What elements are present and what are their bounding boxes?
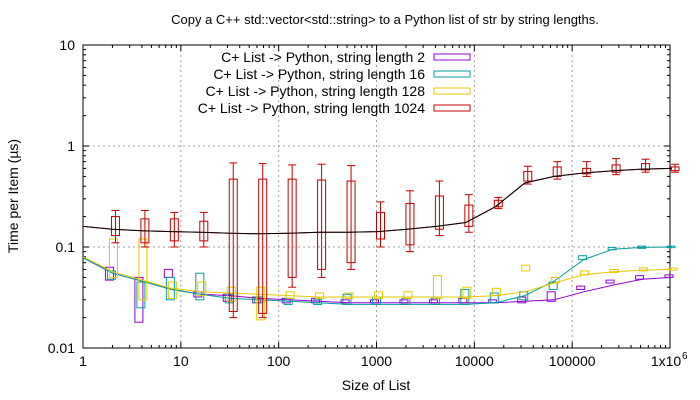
legend-label: C+ List -> Python, string length 16: [213, 66, 425, 82]
box: [635, 275, 645, 280]
box: [169, 218, 179, 242]
x-tick-exponent: 6: [682, 351, 688, 362]
legend-label: C+ List -> Python, string length 1024: [198, 100, 425, 116]
box: [136, 281, 146, 309]
box: [138, 238, 148, 301]
series-line: [82, 246, 673, 305]
box: [167, 281, 177, 299]
box: [434, 195, 444, 230]
box: [346, 180, 356, 264]
box: [462, 286, 472, 299]
legend-swatch: [433, 104, 471, 112]
box: [521, 264, 531, 272]
box: [523, 170, 533, 182]
series-line: [82, 167, 673, 235]
legend-swatch: [433, 53, 471, 61]
x-axis-label: Size of List: [342, 377, 411, 393]
box: [578, 255, 588, 261]
box: [639, 267, 649, 272]
box: [110, 216, 120, 236]
x-tick-label: 1000: [361, 353, 392, 369]
legend-swatch: [433, 70, 471, 78]
box: [489, 292, 499, 304]
mean-line-1024: [82, 167, 673, 235]
x-tick-label: 100000: [549, 353, 596, 369]
box: [199, 220, 209, 242]
series-line: [82, 256, 673, 304]
x-tick-label: 10000: [455, 353, 494, 369]
box: [458, 297, 468, 304]
series-layer: [82, 158, 680, 323]
box: [430, 297, 440, 305]
box: [403, 291, 413, 299]
y-tick-label: 10: [59, 37, 75, 53]
x-tick-label: 1x10: [651, 353, 682, 369]
box: [317, 179, 327, 270]
box: [641, 163, 651, 171]
box: [609, 268, 619, 273]
box: [197, 281, 207, 297]
series-3: [82, 238, 678, 321]
y-axis-label: Time per Item (µs): [5, 139, 21, 253]
legend-swatch: [433, 87, 471, 95]
box: [405, 202, 415, 246]
box: [374, 291, 384, 299]
x-tick-label: 1: [79, 353, 87, 369]
box: [256, 286, 266, 321]
series-4: [82, 158, 680, 319]
box: [605, 279, 615, 284]
x-axis-ticks: 1 10 100 1000 10000 100000 1x10 6: [79, 45, 688, 369]
box: [163, 268, 173, 278]
x-tick-label: 10: [173, 353, 189, 369]
box: [258, 178, 268, 314]
box: [228, 178, 238, 312]
grid: [83, 45, 670, 348]
box: [108, 238, 118, 278]
box: [464, 204, 474, 227]
chart-title: Copy a C++ std::vector<std::string> to a…: [171, 12, 599, 27]
box: [432, 275, 442, 299]
legend: C+ List -> Python, string length 2C+ Lis…: [198, 49, 471, 116]
box: [546, 291, 556, 302]
y-tick-label: 0.1: [56, 239, 76, 255]
box: [344, 292, 354, 299]
y-tick-label: 0.01: [48, 340, 75, 356]
box: [611, 164, 621, 173]
box: [582, 167, 592, 175]
legend-label: C+ List -> Python, string length 2: [221, 49, 425, 65]
box: [401, 297, 411, 305]
box: [576, 285, 586, 290]
box: [195, 272, 205, 301]
box: [287, 178, 297, 278]
box: [226, 286, 236, 302]
box: [376, 211, 386, 240]
box: [491, 287, 501, 297]
box: [493, 199, 503, 208]
box: [315, 292, 325, 299]
series-line: [82, 256, 673, 298]
x-tick-label: 100: [267, 353, 291, 369]
legend-label: C+ List -> Python, string length 128: [206, 83, 426, 99]
y-tick-label: 1: [67, 138, 75, 154]
